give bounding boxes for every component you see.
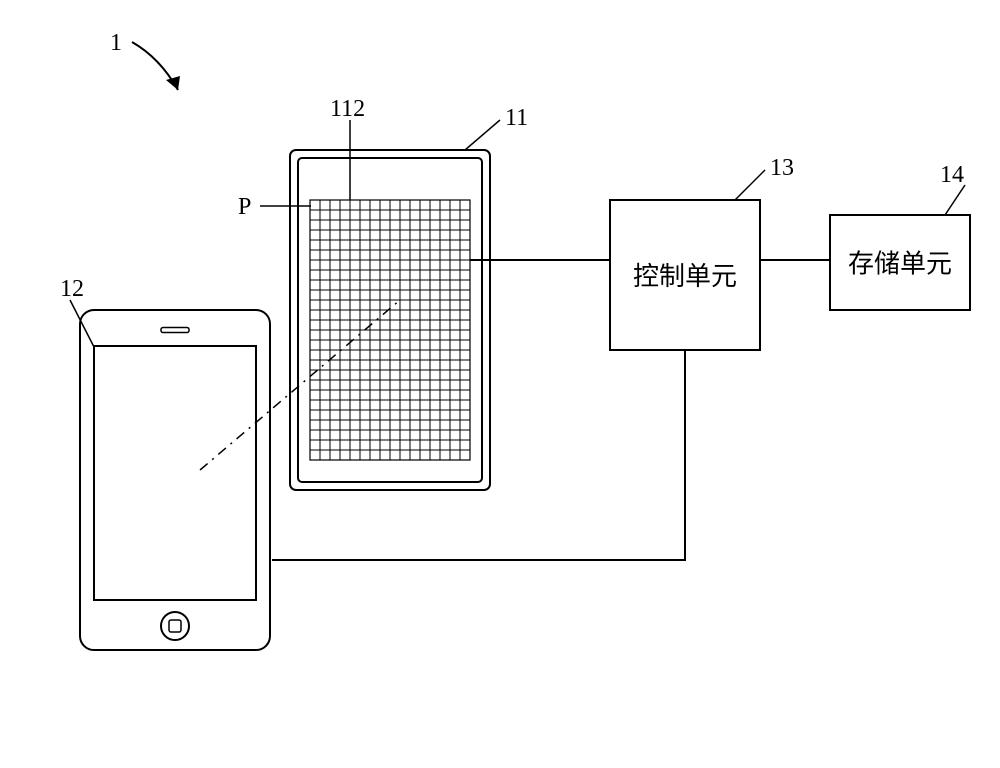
svg-text:11: 11	[505, 105, 528, 131]
svg-text:112: 112	[330, 96, 365, 122]
svg-text:12: 12	[60, 276, 84, 302]
svg-text:1: 1	[110, 30, 122, 56]
svg-text:P: P	[238, 194, 251, 220]
svg-text:控制单元: 控制单元	[633, 262, 737, 291]
svg-text:14: 14	[940, 162, 964, 188]
svg-text:存储单元: 存储单元	[848, 250, 952, 279]
svg-text:13: 13	[770, 155, 794, 181]
